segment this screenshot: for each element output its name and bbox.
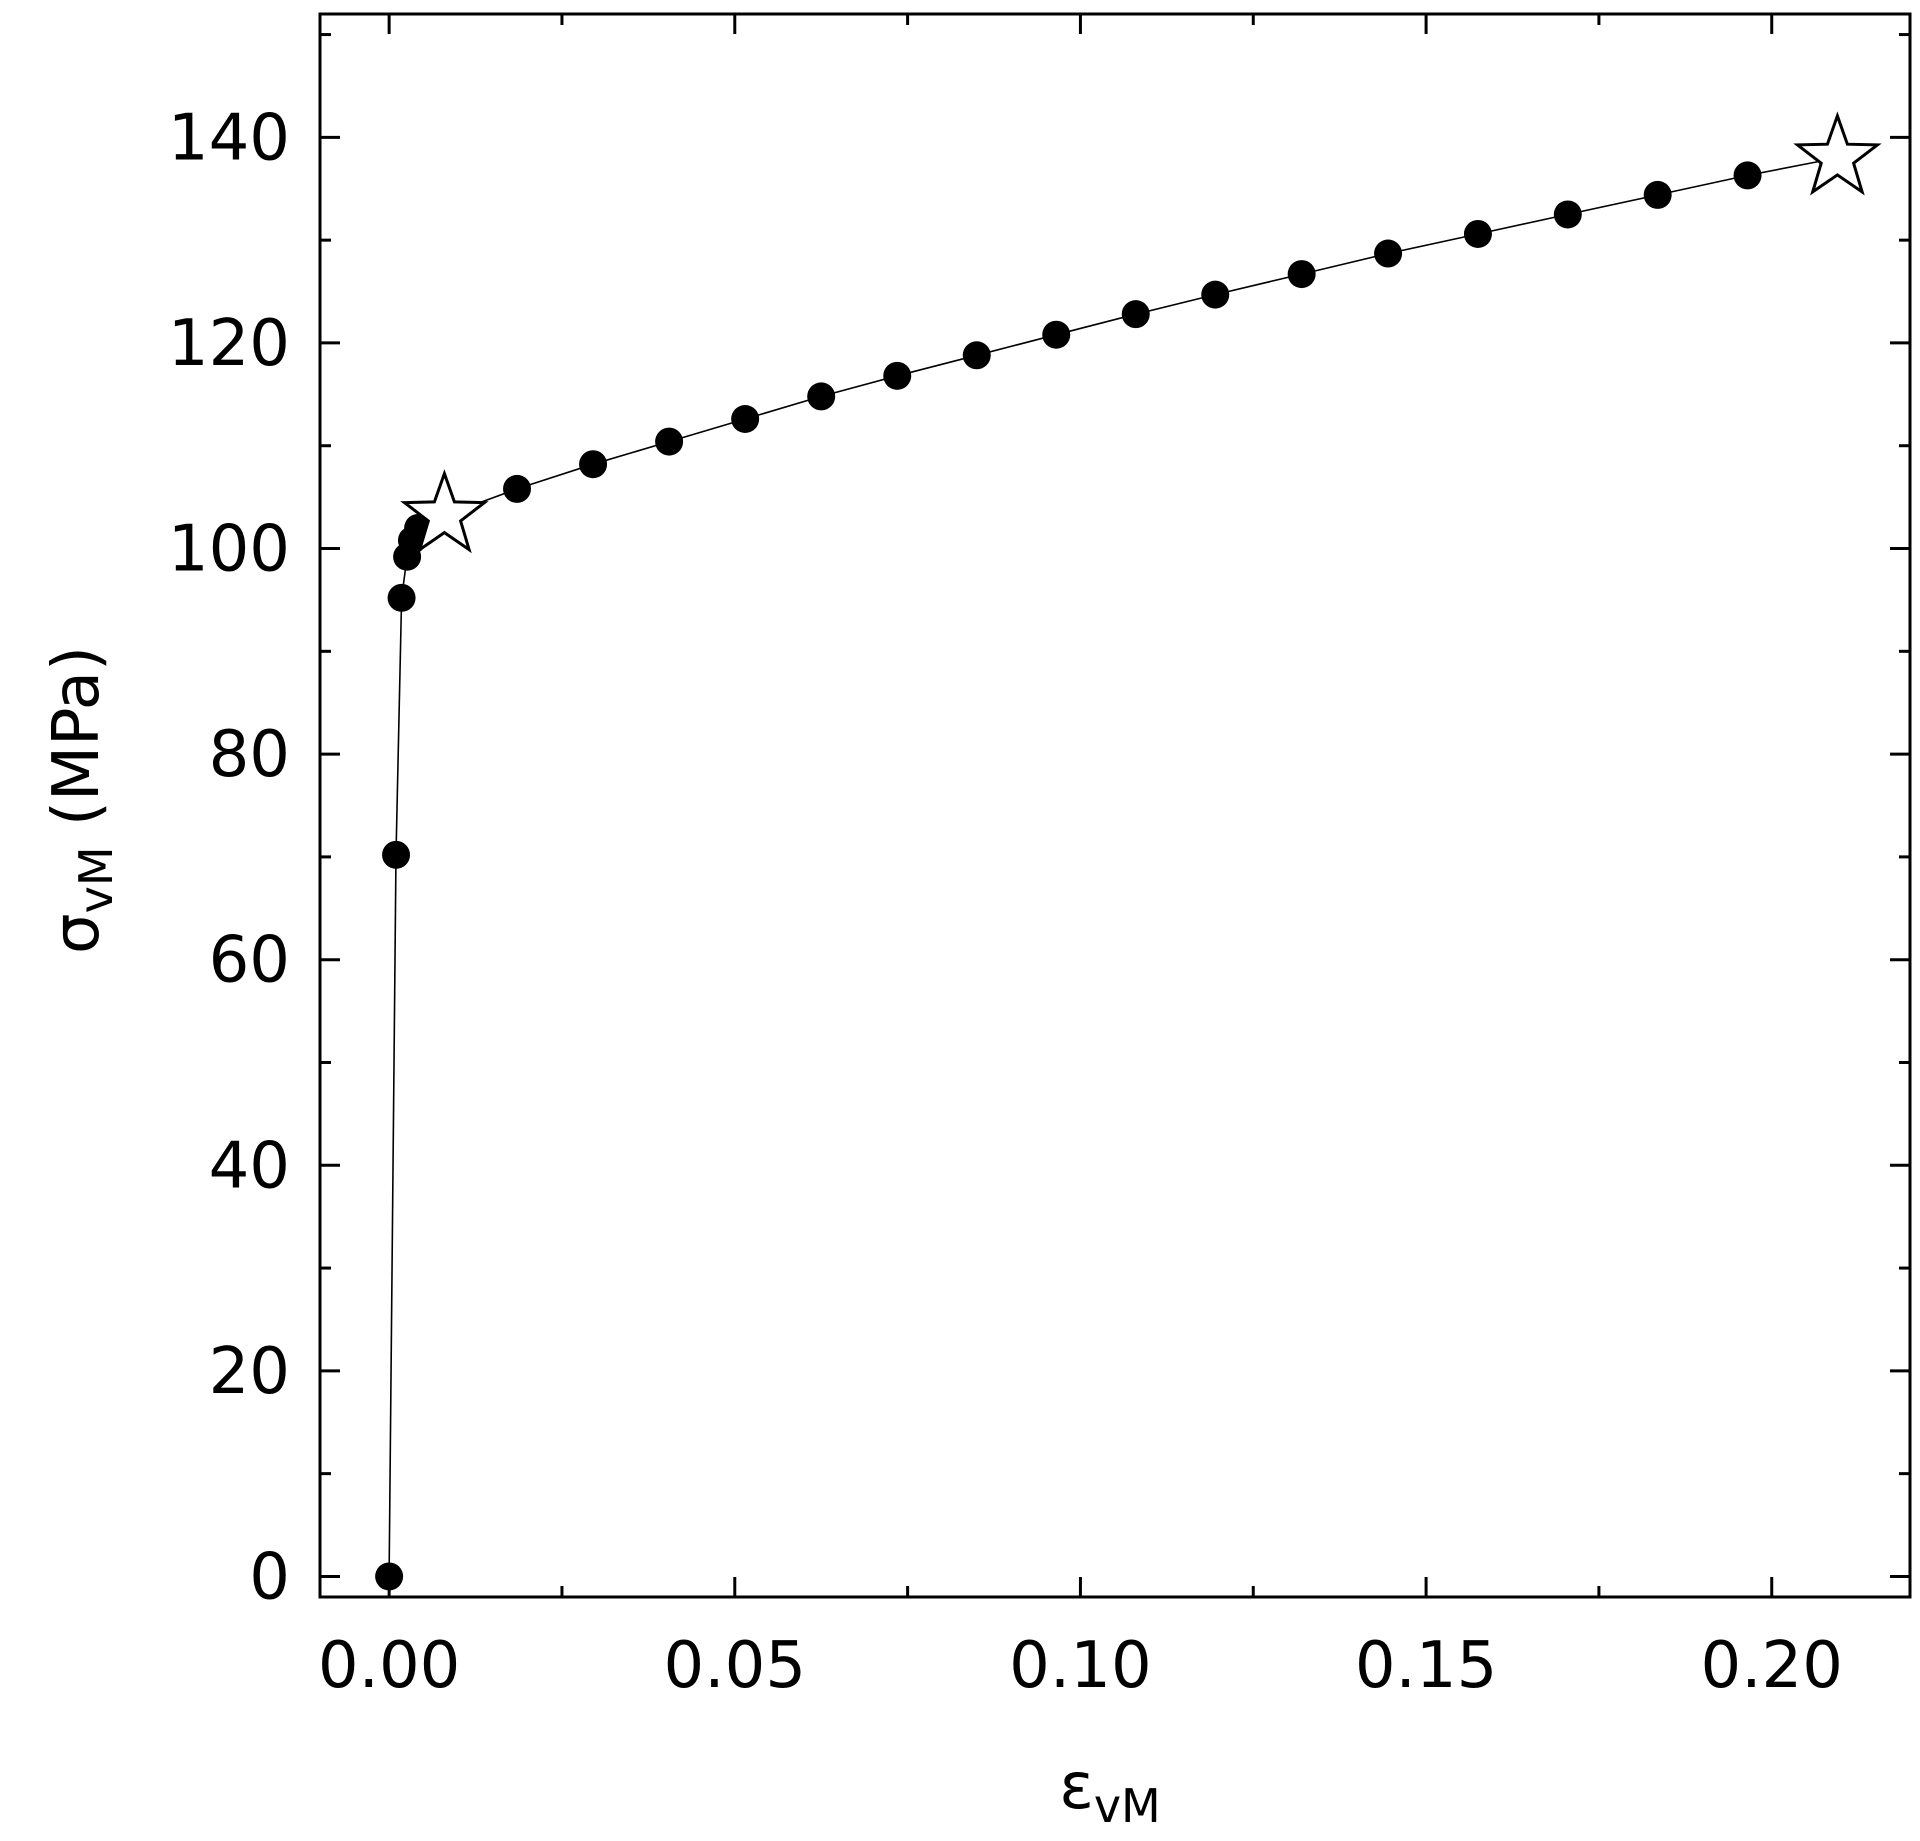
x-axis-subscript: vM (1094, 1779, 1161, 1833)
data-point (1287, 260, 1316, 289)
data-point (1374, 239, 1403, 268)
data-point (503, 474, 532, 503)
connecting-line (388, 157, 1838, 1577)
data-point (1643, 180, 1672, 209)
data-point (1553, 200, 1582, 229)
x-tick-label: 0.00 (318, 1629, 461, 1703)
x-tick-label: 0.15 (1355, 1629, 1498, 1703)
data-point (1121, 300, 1150, 329)
y-axis-ticks: 0 20 40 60 80 100 120 140 (168, 33, 1910, 1614)
data-point (382, 840, 411, 869)
plot-frame (318, 12, 1912, 1599)
y-axis-symbol: σ (40, 913, 114, 954)
x-axis-symbol: ε (1059, 1750, 1094, 1824)
y-tick-label: 20 (209, 1335, 290, 1409)
data-point (655, 427, 684, 456)
data-point (579, 450, 608, 479)
x-tick-label: 0.20 (1700, 1629, 1843, 1703)
data-point (1733, 161, 1762, 190)
plot-border (318, 12, 1912, 1599)
data-point (387, 583, 416, 612)
y-axis-title: σvM (MPa) (40, 646, 123, 954)
data-point (1042, 320, 1071, 349)
y-tick-label: 0 (249, 1540, 290, 1614)
x-axis-title: εvM (1059, 1750, 1161, 1833)
x-tick-label: 0.05 (664, 1629, 807, 1703)
y-tick-label: 140 (168, 101, 290, 175)
data-point (731, 405, 760, 434)
y-tick-label: 80 (209, 718, 290, 792)
y-tick-label: 100 (168, 513, 290, 587)
data-point (375, 1562, 404, 1591)
x-tick-label: 0.10 (1009, 1629, 1152, 1703)
y-tick-label: 60 (209, 924, 290, 998)
y-tick-label: 120 (168, 307, 290, 381)
x-axis-ticks: 0.00 0.05 0.10 0.15 0.20 (318, 14, 1843, 1703)
star-marker (1793, 111, 1882, 196)
data-point (1463, 219, 1492, 248)
star-marker (400, 469, 489, 554)
y-axis-unit: (MPa) (40, 646, 114, 826)
data-point (962, 341, 991, 370)
y-tick-label: 40 (209, 1129, 290, 1203)
series-line (388, 157, 1838, 1577)
y-axis-subscript: vM (69, 846, 123, 913)
y-axis-gap (40, 826, 114, 846)
data-point (883, 361, 912, 390)
star-markers (400, 111, 1882, 554)
series-points (375, 161, 1762, 1591)
data-point (807, 382, 836, 411)
data-point (1201, 280, 1230, 309)
